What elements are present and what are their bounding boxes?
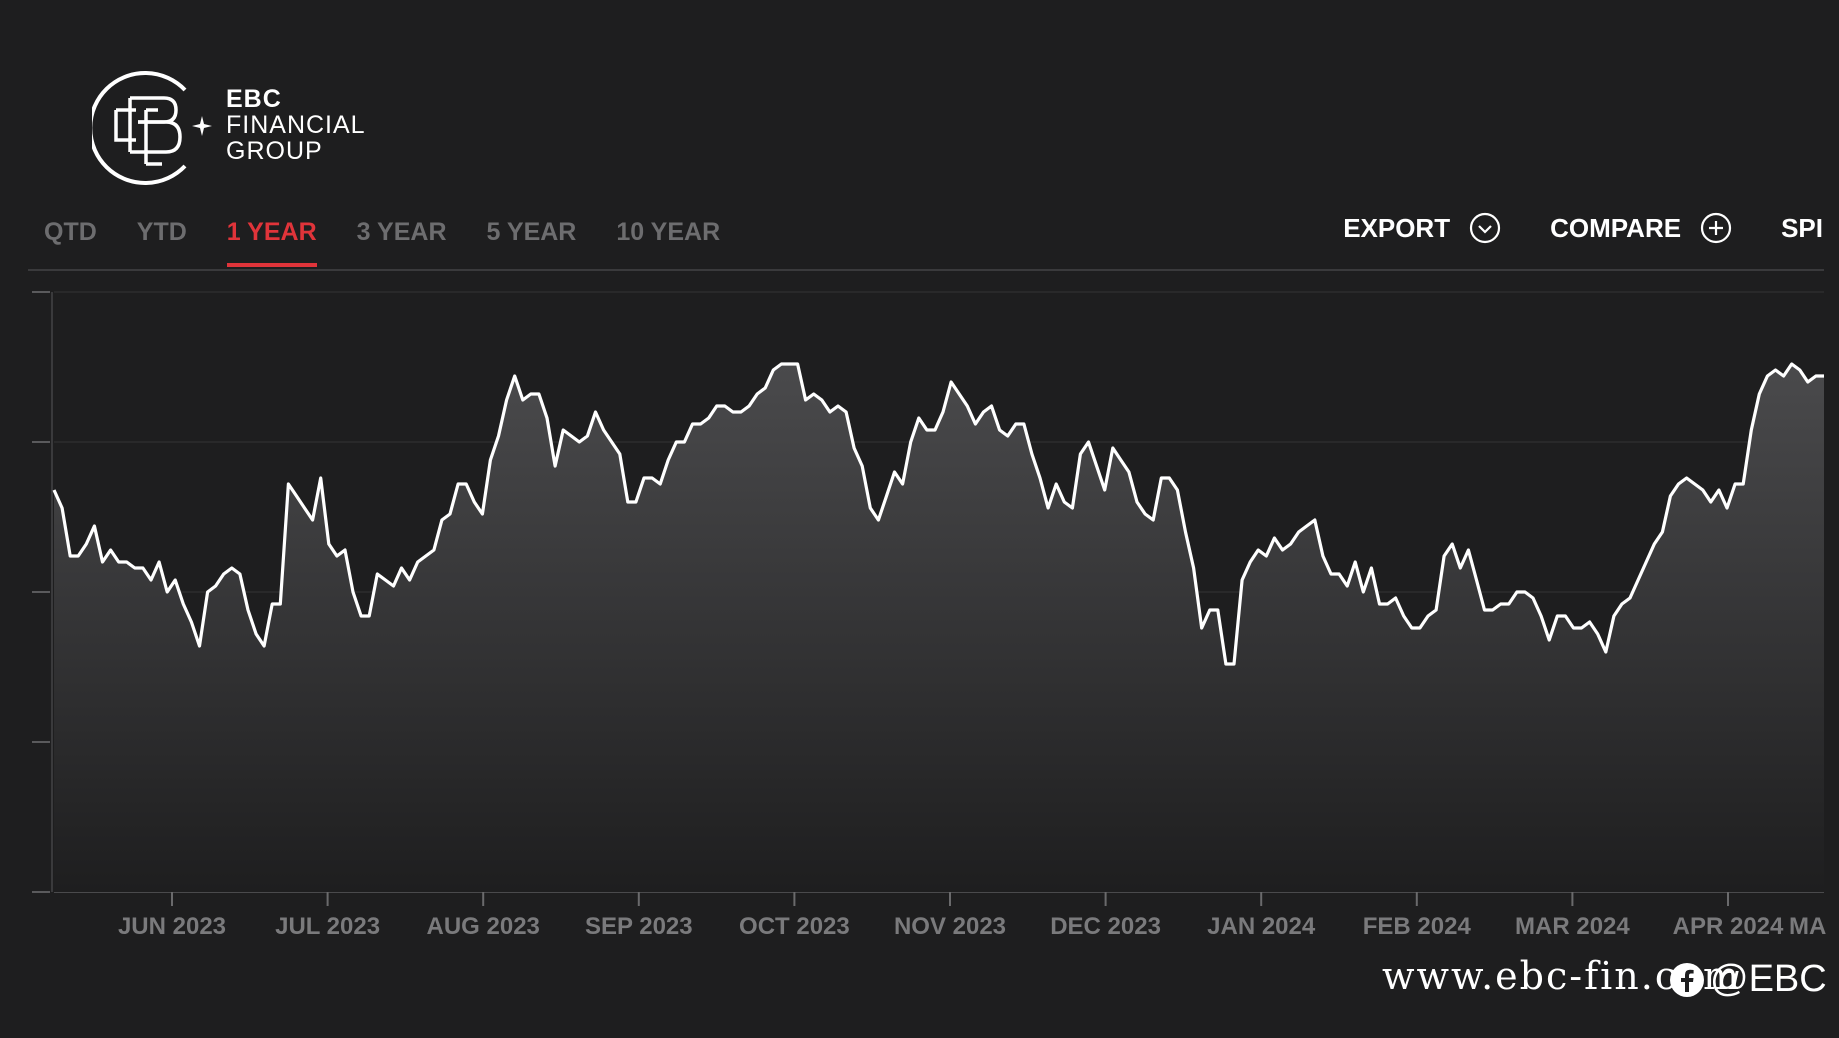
x-tick-label: JAN 2024: [1207, 913, 1316, 940]
chevron-down-circle-icon: [1468, 211, 1502, 245]
x-tick-label: AUG 2023: [427, 913, 540, 940]
spread-button[interactable]: SPI: [1781, 213, 1823, 244]
social-handle: @EBC: [1668, 958, 1827, 1001]
tab-3-year[interactable]: 3 YEAR: [356, 218, 447, 246]
x-tick-label: NOV 2023: [894, 913, 1006, 940]
x-tick-label: MAR 2024: [1515, 913, 1630, 940]
x-tick-label: MA: [1789, 913, 1826, 940]
x-tick-label: DEC 2023: [1050, 913, 1161, 940]
tab-10-year[interactable]: 10 YEAR: [616, 218, 721, 246]
plus-circle-icon: [1699, 211, 1733, 245]
chart-actions: EXPORT COMPARE SPI: [1295, 210, 1823, 246]
compare-label: COMPARE: [1550, 212, 1682, 243]
brand: EBC FINANCIAL GROUP: [92, 68, 392, 186]
series-area: [54, 364, 1824, 892]
x-tick-label: FEB 2024: [1363, 913, 1472, 940]
tab-5-year[interactable]: 5 YEAR: [486, 218, 577, 246]
tab-1-year[interactable]: 1 YEAR: [226, 216, 317, 267]
brand-line-2: FINANCIAL: [226, 111, 366, 139]
tab-ytd[interactable]: YTD: [136, 218, 187, 246]
x-tick-label: SEP 2023: [585, 913, 693, 940]
brand-text: EBC FINANCIAL GROUP: [226, 86, 366, 164]
time-range-tabs: QTD YTD 1 YEAR 3 YEAR 5 YEAR 10 YEAR: [44, 216, 760, 267]
compare-button[interactable]: COMPARE: [1550, 211, 1733, 245]
export-button[interactable]: EXPORT: [1343, 211, 1502, 245]
facebook-icon: [1668, 961, 1706, 999]
price-chart: JUN 2023 JUL 2023 AUG 2023 SEP 2023 OCT 2023…: [32, 291, 1826, 940]
social-handle-text: @EBC: [1710, 958, 1827, 1000]
brand-line-1: EBC: [226, 85, 282, 113]
ebc-logo-icon: [92, 71, 212, 185]
x-tick-label: JUL 2023: [275, 913, 380, 940]
x-tick-label: OCT 2023: [739, 913, 850, 940]
series-line: [52, 362, 1824, 666]
tabs-divider: [28, 269, 1824, 271]
x-axis: JUN 2023 JUL 2023 AUG 2023 SEP 2023 OCT 2023…: [118, 892, 1826, 940]
tab-qtd[interactable]: QTD: [44, 218, 97, 246]
x-tick-label: JUN 2023: [118, 913, 226, 940]
y-axis: [32, 291, 53, 893]
x-tick-label: APR 2024: [1673, 913, 1784, 940]
spread-label: SPI: [1781, 212, 1823, 243]
brand-line-3: GROUP: [226, 137, 323, 165]
export-label: EXPORT: [1343, 212, 1451, 243]
